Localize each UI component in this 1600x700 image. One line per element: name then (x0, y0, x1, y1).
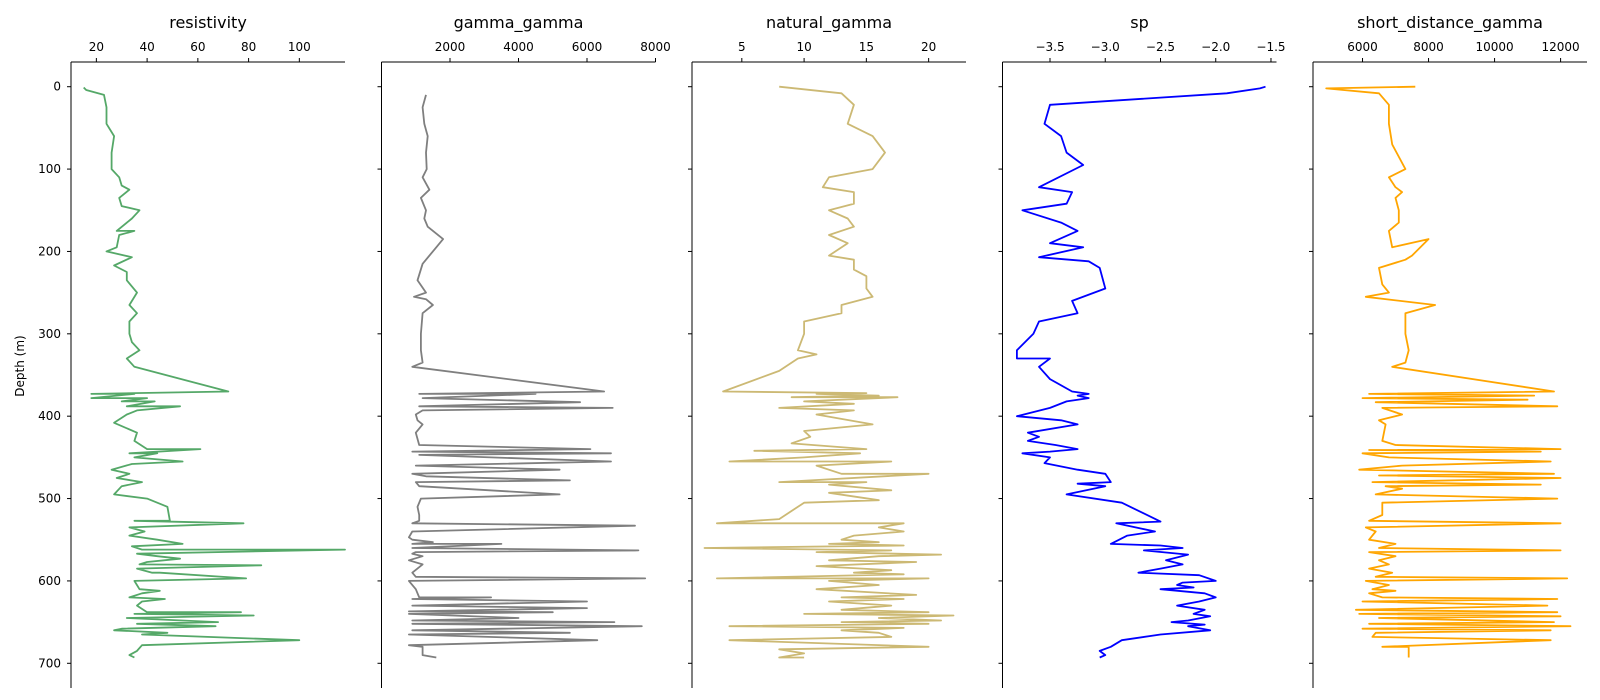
x-tick-label-sp: −2.0 (1201, 40, 1230, 54)
x-tick-label-short_distance_gamma: 8000 (1413, 40, 1444, 54)
x-tick-label-resistivity: 80 (241, 40, 256, 54)
x-tick-label-short_distance_gamma: 10000 (1475, 40, 1513, 54)
y-tick-label: 0 (53, 80, 61, 94)
x-tick-label-natural_gamma: 15 (859, 40, 874, 54)
track-title-resistivity: resistivity (169, 13, 247, 32)
x-tick-label-resistivity: 20 (89, 40, 104, 54)
track-gamma_gamma: gamma_gamma 2000 4000 6000 8000 (377, 13, 671, 688)
y-tick-label: 400 (38, 409, 61, 423)
x-tick-label-gamma_gamma: 4000 (503, 40, 534, 54)
track-title-natural_gamma: natural_gamma (766, 13, 892, 33)
x-tick-label-short_distance_gamma: 6000 (1347, 40, 1378, 54)
x-tick-label-gamma_gamma: 8000 (640, 40, 671, 54)
x-tick-label-natural_gamma: 20 (921, 40, 936, 54)
track-title-sp: sp (1130, 13, 1149, 32)
x-tick-label-sp: −1.5 (1256, 40, 1285, 54)
y-tick-label: 100 (38, 162, 61, 176)
series-line-resistivity (83, 86, 346, 659)
series-line-natural_gamma (703, 85, 955, 659)
series-line-sp (1016, 85, 1266, 659)
x-tick-label-natural_gamma: 10 (796, 40, 811, 54)
x-tick-label-sp: −3.0 (1091, 40, 1120, 54)
track-title-short_distance_gamma: short_distance_gamma (1357, 13, 1543, 33)
track-natural_gamma: natural_gamma 5 10 15 20 (688, 13, 966, 688)
y-tick-label: 300 (38, 327, 61, 341)
x-tick-label-sp: −3.5 (1035, 40, 1064, 54)
y-axis-label: Depth (m) (13, 335, 27, 396)
y-tick-label: 700 (38, 656, 61, 670)
track-title-gamma_gamma: gamma_gamma (454, 13, 584, 33)
series-line-short_distance_gamma (1325, 85, 1572, 658)
x-tick-label-short_distance_gamma: 12000 (1541, 40, 1579, 54)
x-tick-label-gamma_gamma: 2000 (435, 40, 466, 54)
x-tick-label-resistivity: 100 (288, 40, 311, 54)
x-tick-label-natural_gamma: 5 (738, 40, 746, 54)
y-tick-label: 500 (38, 492, 61, 506)
x-tick-label-sp: −2.5 (1146, 40, 1175, 54)
log-tracks: resistivity 0 100 200 300 400 500 600 700 20 40 60 8… (38, 13, 1587, 688)
track-short_distance_gamma: short_distance_gamma 6000 8000 10000 12000 (1309, 13, 1587, 688)
track-sp: sp −3.5 −3.0 −2.5 −2.0 −1.5 (998, 13, 1286, 688)
series-line-gamma_gamma (407, 94, 647, 659)
y-tick-label: 200 (38, 244, 61, 258)
track-resistivity: resistivity 0 100 200 300 400 500 600 700 20 40 60 8… (38, 13, 346, 688)
x-tick-label-gamma_gamma: 6000 (572, 40, 603, 54)
y-tick-label: 600 (38, 574, 61, 588)
x-tick-label-resistivity: 40 (139, 40, 154, 54)
x-tick-label-resistivity: 60 (190, 40, 205, 54)
